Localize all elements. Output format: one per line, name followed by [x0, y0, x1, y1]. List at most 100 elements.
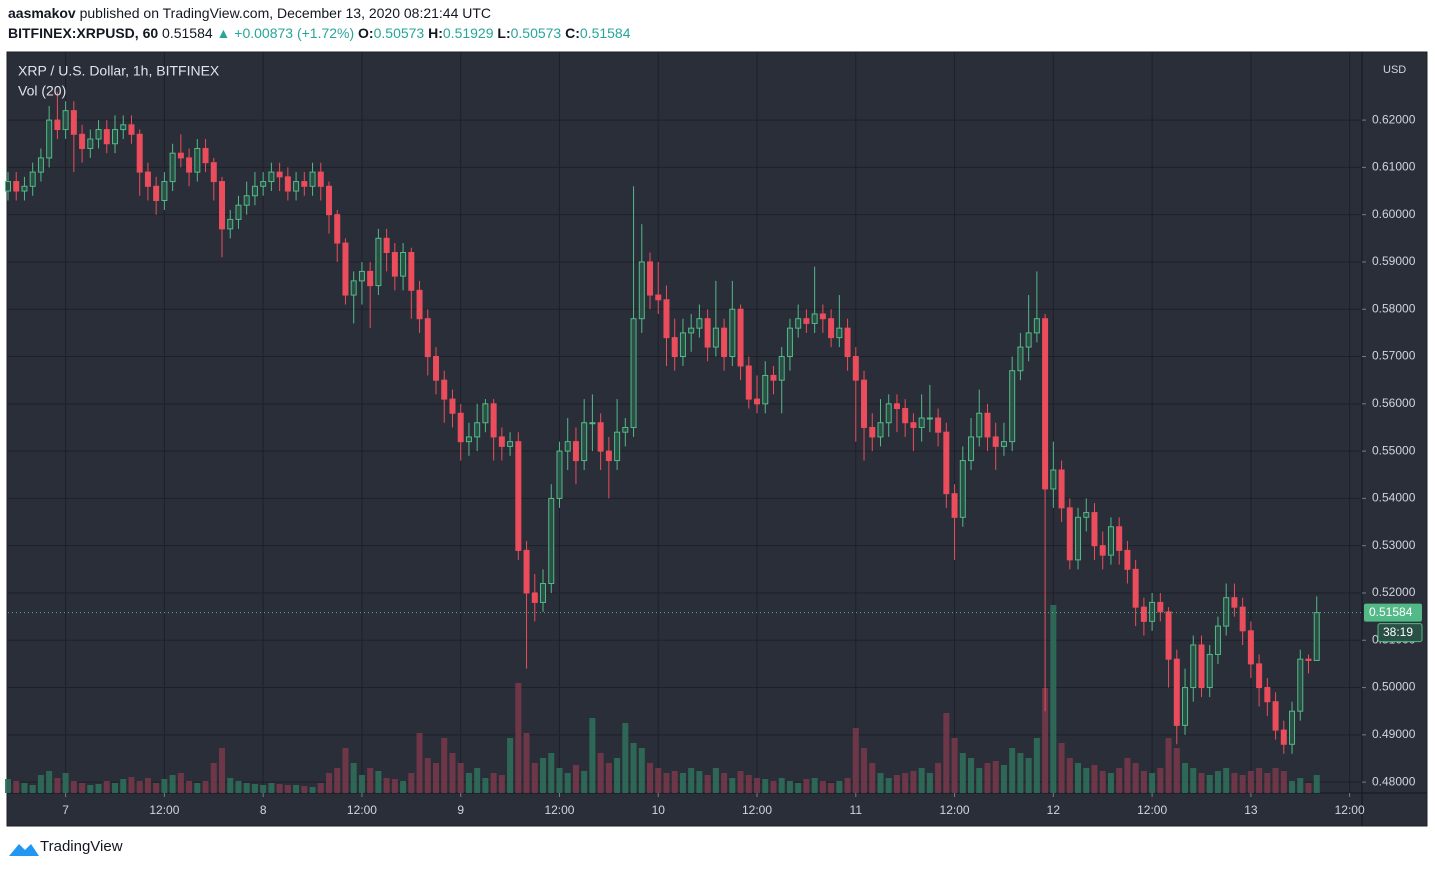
candle-body	[112, 129, 119, 145]
volume-bar	[375, 771, 382, 793]
volume-bar	[498, 775, 505, 793]
candle-body	[317, 171, 324, 187]
volume-bar	[1033, 738, 1040, 793]
x-tick-label: 12:00	[940, 803, 970, 817]
candle-body	[367, 270, 374, 287]
volume-bar	[655, 768, 662, 793]
volume-bar	[935, 763, 942, 793]
candle-body	[795, 318, 802, 329]
candle-body	[29, 171, 36, 187]
volume-bar	[301, 786, 308, 793]
x-tick-label: 12	[1047, 803, 1061, 817]
volume-bar	[103, 781, 110, 793]
volume-bar	[564, 773, 571, 793]
volume-bar	[679, 773, 686, 793]
candle-body	[391, 252, 398, 277]
volume-bar	[1198, 773, 1205, 793]
candle-body	[1182, 687, 1189, 726]
logo-icon	[9, 844, 39, 856]
candle-body	[770, 374, 777, 381]
volume-bar	[177, 773, 184, 793]
candle-body	[1149, 601, 1156, 622]
candle-body	[284, 176, 291, 192]
candle-body	[935, 417, 942, 433]
candle-body	[1000, 441, 1007, 447]
candle-body	[531, 592, 538, 603]
published: published on TradingView.com, December 1…	[79, 5, 492, 21]
volume-bar	[1025, 758, 1032, 793]
candle-body	[679, 332, 686, 358]
candle-body	[951, 493, 958, 518]
x-tick-label: 12:00	[1335, 803, 1365, 817]
candle-body	[1289, 710, 1296, 745]
candle-body	[243, 195, 250, 206]
volume-bar	[1280, 771, 1287, 793]
volume-bar	[1223, 768, 1230, 793]
candle-body	[62, 110, 69, 131]
y-tick-label: 0.49000	[1372, 727, 1416, 741]
volume-bar	[754, 778, 761, 793]
volume-bar	[556, 768, 563, 793]
candle-body	[293, 181, 300, 192]
volume-bar	[1297, 778, 1304, 793]
x-tick-label: 7	[62, 803, 69, 817]
last-price-box	[1364, 603, 1422, 622]
candle-body	[1256, 663, 1263, 689]
candle-body	[79, 133, 86, 149]
candle-body	[869, 426, 876, 438]
volume-bar	[1305, 783, 1312, 793]
candle-body	[95, 129, 102, 140]
volume-bar	[29, 785, 36, 793]
candle-body	[1190, 644, 1197, 689]
candle-body	[548, 497, 555, 585]
candle-body	[1091, 512, 1098, 547]
candle-body	[227, 218, 234, 230]
candle-body	[186, 157, 193, 173]
candle-body	[984, 412, 991, 438]
candle-body	[572, 441, 579, 462]
candle-body	[54, 119, 61, 131]
volume-bar	[441, 738, 448, 793]
volume-bar	[572, 765, 579, 793]
volume-bar	[819, 781, 826, 793]
axes-layer: 0.480000.490000.500000.510000.520000.530…	[8, 112, 1423, 817]
volume-bar	[309, 787, 316, 793]
volume-bar	[1264, 773, 1271, 793]
candle-body	[877, 422, 884, 438]
price: 0.51584	[162, 25, 213, 41]
volume-bar	[721, 773, 728, 793]
volume-bar	[910, 771, 917, 793]
candle-body	[21, 185, 28, 192]
candle-body	[803, 318, 810, 324]
volume-bar	[408, 773, 415, 793]
volume-bar	[696, 771, 703, 793]
candle-body	[1107, 526, 1114, 556]
volume-bar	[745, 775, 752, 793]
volume-layer	[5, 605, 1320, 793]
candle-body	[1264, 687, 1271, 703]
candle-body	[1009, 370, 1016, 443]
y-tick-label: 0.57000	[1372, 349, 1416, 363]
candle-body	[383, 237, 390, 254]
x-tick-label: 12:00	[347, 803, 377, 817]
volume-bar	[581, 771, 588, 793]
volume-bar	[778, 778, 785, 793]
volume-bar	[918, 768, 925, 793]
chart-frame	[6, 51, 1428, 827]
candle-body	[737, 308, 744, 367]
volume-bar	[383, 778, 390, 793]
candle-body	[251, 185, 258, 197]
volume-bar	[112, 783, 119, 793]
y-tick-label: 0.53000	[1372, 538, 1416, 552]
volume-bar	[293, 785, 300, 793]
candle-body	[301, 181, 308, 187]
volume-bar	[482, 778, 489, 793]
volume-bar	[1173, 748, 1180, 793]
volume-bar	[795, 783, 802, 793]
volume-bar	[704, 775, 711, 793]
candle-body	[696, 318, 703, 329]
candle-body	[177, 152, 184, 159]
y-tick-label: 0.54000	[1372, 491, 1416, 505]
l-label: L:	[497, 25, 511, 41]
volume-bar	[276, 784, 283, 793]
